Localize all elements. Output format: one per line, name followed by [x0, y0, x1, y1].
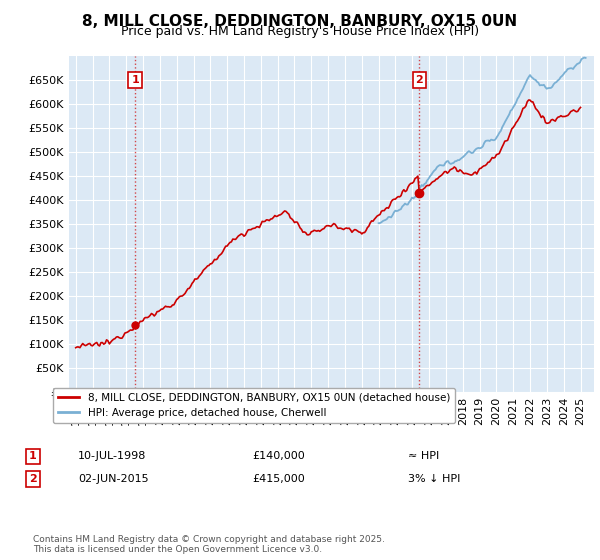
Legend: 8, MILL CLOSE, DEDDINGTON, BANBURY, OX15 0UN (detached house), HPI: Average pric: 8, MILL CLOSE, DEDDINGTON, BANBURY, OX15… [53, 388, 455, 423]
Text: £140,000: £140,000 [252, 451, 305, 461]
Text: 10-JUL-1998: 10-JUL-1998 [78, 451, 146, 461]
Text: ≈ HPI: ≈ HPI [408, 451, 439, 461]
Text: 1: 1 [131, 75, 139, 85]
Text: £415,000: £415,000 [252, 474, 305, 484]
Text: 3% ↓ HPI: 3% ↓ HPI [408, 474, 460, 484]
Text: Contains HM Land Registry data © Crown copyright and database right 2025.
This d: Contains HM Land Registry data © Crown c… [33, 535, 385, 554]
Text: Price paid vs. HM Land Registry's House Price Index (HPI): Price paid vs. HM Land Registry's House … [121, 25, 479, 38]
Text: 02-JUN-2015: 02-JUN-2015 [78, 474, 149, 484]
Text: 2: 2 [29, 474, 37, 484]
Text: 1: 1 [29, 451, 37, 461]
Text: 2: 2 [415, 75, 423, 85]
Text: 8, MILL CLOSE, DEDDINGTON, BANBURY, OX15 0UN: 8, MILL CLOSE, DEDDINGTON, BANBURY, OX15… [82, 14, 518, 29]
